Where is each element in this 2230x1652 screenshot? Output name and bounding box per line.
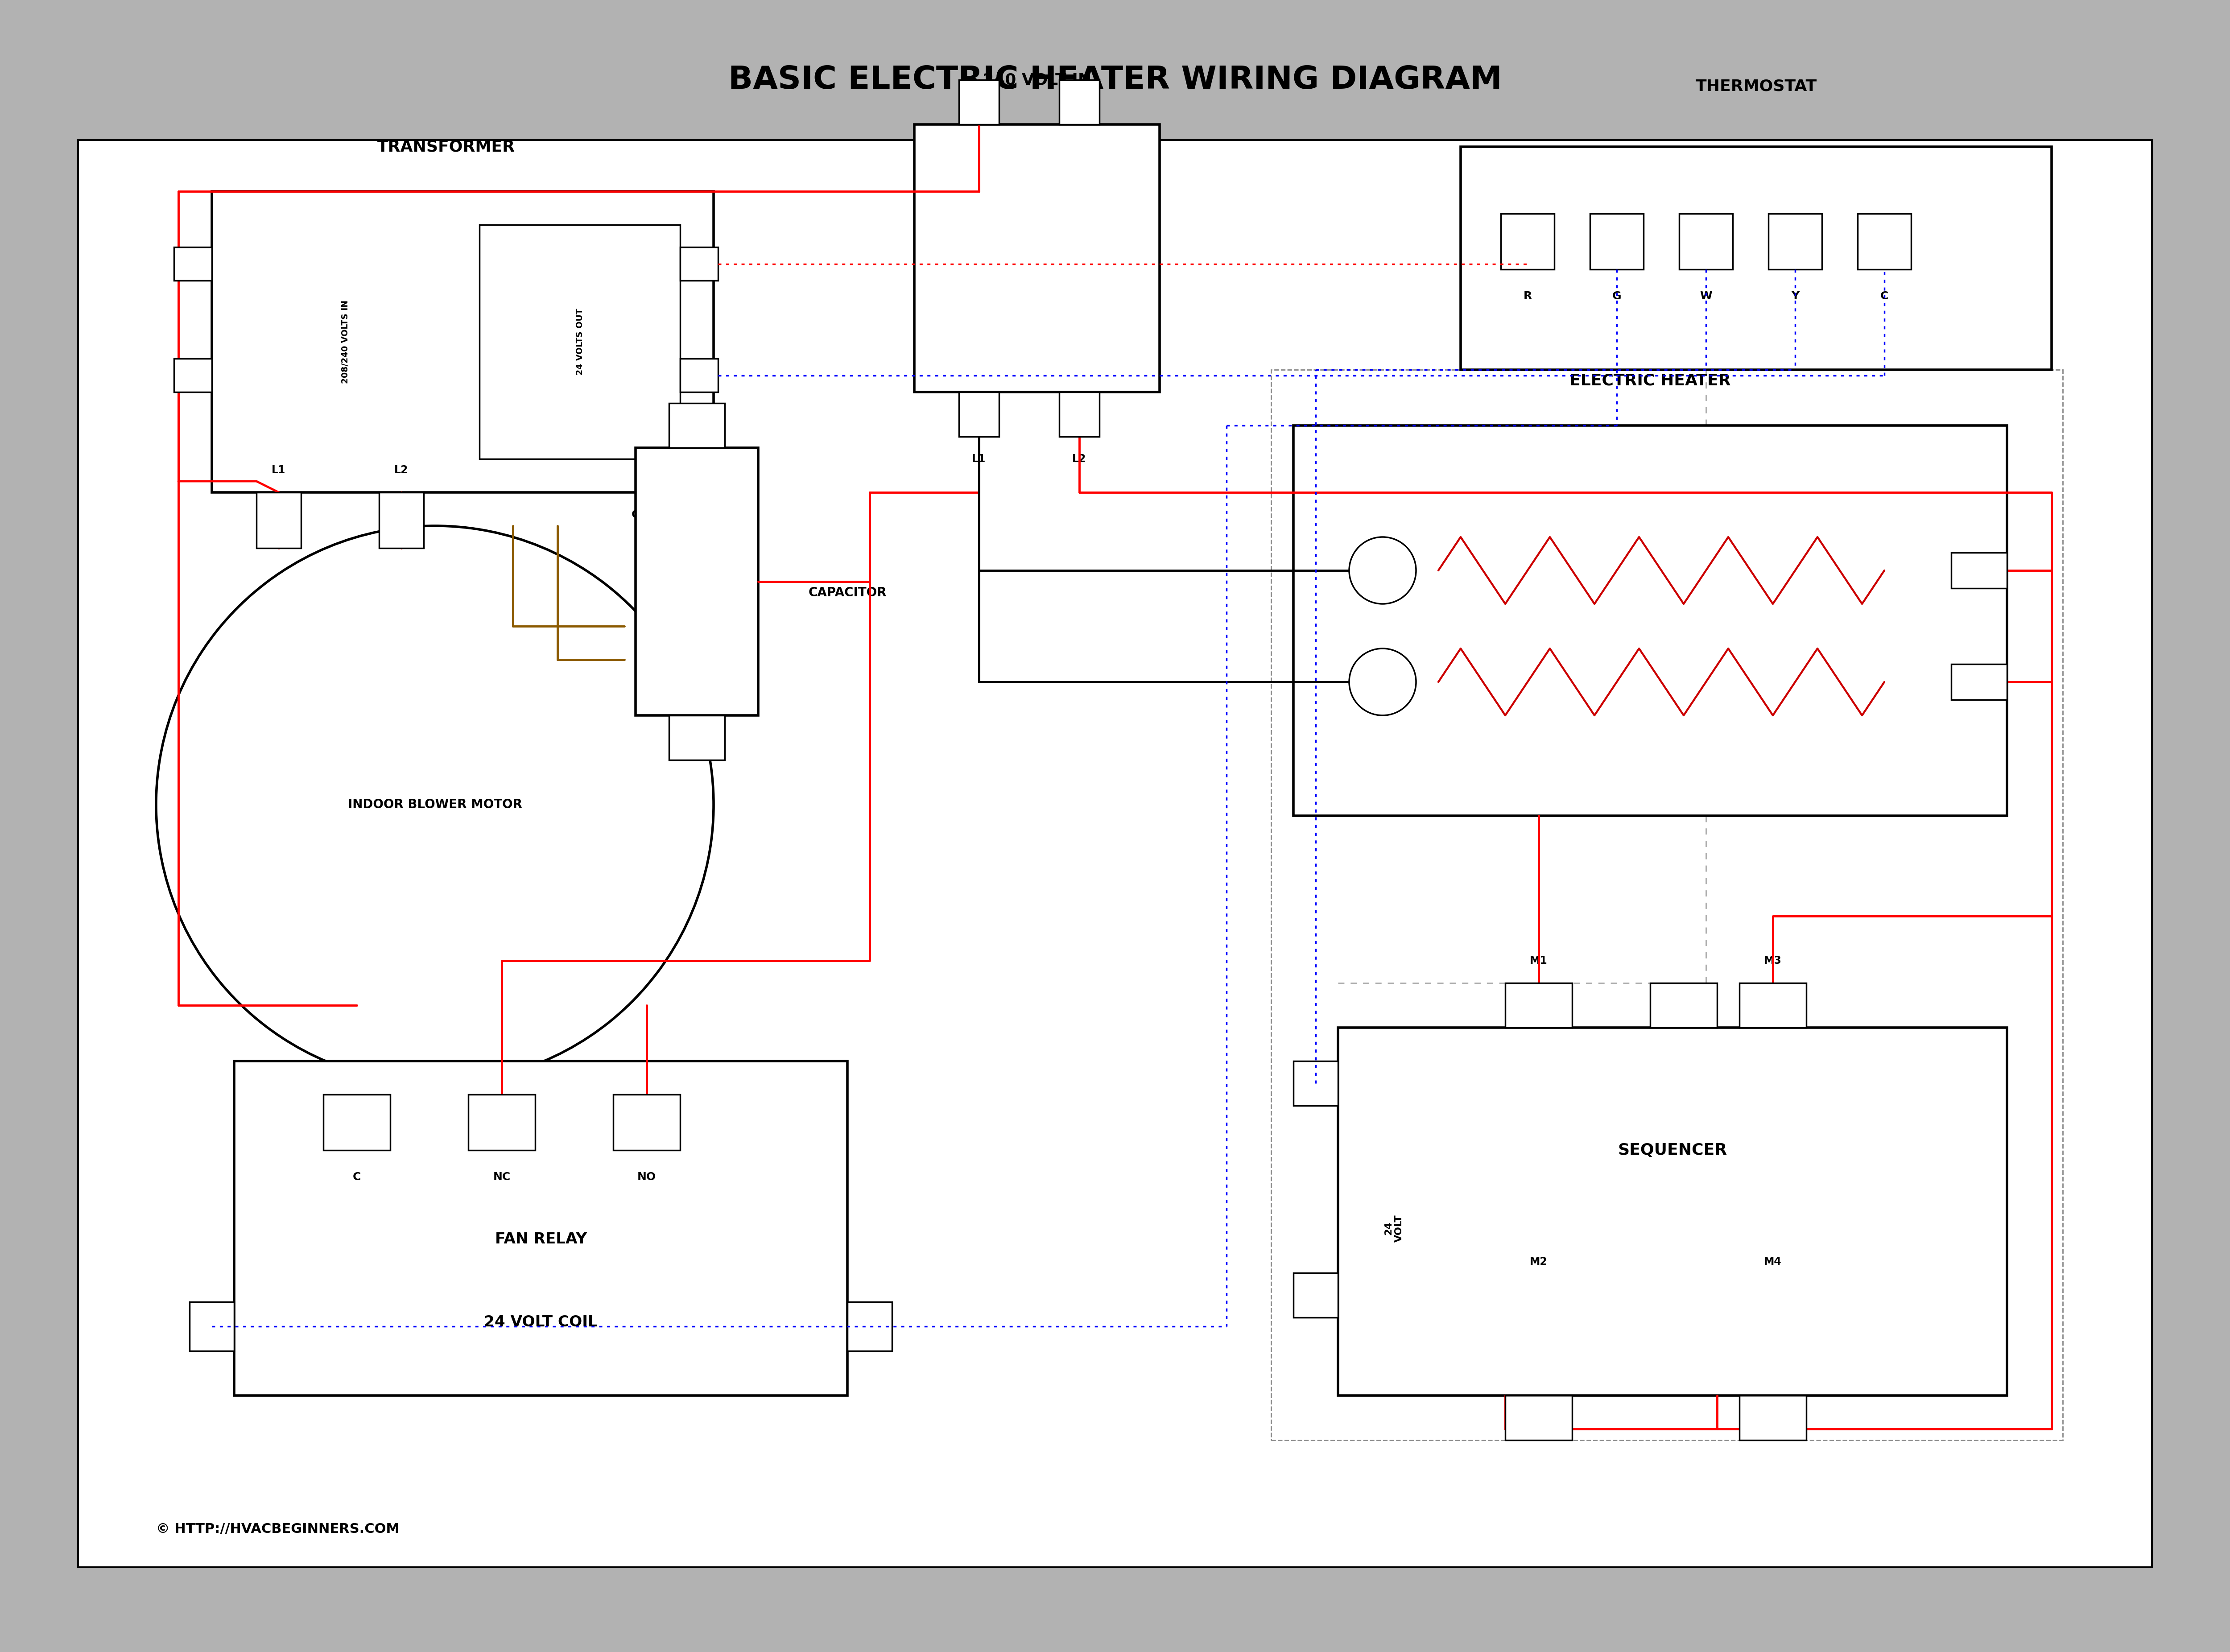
Circle shape xyxy=(156,525,714,1084)
Bar xyxy=(1059,79,1099,124)
Bar xyxy=(1338,1028,2007,1396)
Bar xyxy=(914,124,1160,392)
Bar xyxy=(1590,213,1644,269)
Bar xyxy=(636,448,758,715)
Bar xyxy=(379,492,424,548)
Bar xyxy=(190,1302,234,1351)
Bar xyxy=(174,248,212,281)
Bar xyxy=(1461,147,2052,370)
Text: Y: Y xyxy=(1791,291,1800,302)
Bar xyxy=(1293,1274,1338,1318)
Text: ELECTRIC HEATER: ELECTRIC HEATER xyxy=(1570,373,1730,388)
Text: 208/240 VOLTS IN: 208/240 VOLTS IN xyxy=(341,301,350,383)
Bar xyxy=(1951,553,2007,588)
Bar xyxy=(1293,1061,1338,1105)
Text: L2: L2 xyxy=(1073,454,1086,464)
Text: 24 VOLT COIL: 24 VOLT COIL xyxy=(484,1315,598,1330)
Text: FAN RELAY: FAN RELAY xyxy=(495,1232,586,1247)
Bar xyxy=(1271,370,2063,1441)
Text: M1: M1 xyxy=(1530,955,1548,966)
Bar xyxy=(256,492,301,548)
Bar xyxy=(1858,213,1911,269)
Circle shape xyxy=(1349,649,1416,715)
Bar xyxy=(234,1061,847,1396)
Text: 240 VOLT IN: 240 VOLT IN xyxy=(983,73,1090,88)
Bar xyxy=(468,1095,535,1150)
Text: L2: L2 xyxy=(395,464,408,476)
Bar xyxy=(680,248,718,281)
Bar xyxy=(1768,213,1822,269)
Text: 24
VOLT: 24 VOLT xyxy=(1385,1214,1403,1242)
Bar xyxy=(959,79,999,124)
Text: 24 VOLTS OUT: 24 VOLTS OUT xyxy=(575,309,584,375)
Bar xyxy=(1505,983,1572,1028)
Bar xyxy=(1650,983,1717,1028)
Text: M3: M3 xyxy=(1764,955,1782,966)
Text: NC: NC xyxy=(493,1171,511,1183)
Text: © HTTP://HVACBEGINNERS.COM: © HTTP://HVACBEGINNERS.COM xyxy=(156,1523,399,1536)
Text: R: R xyxy=(1523,291,1532,302)
Bar xyxy=(1059,392,1099,436)
Text: M4: M4 xyxy=(1764,1257,1782,1267)
Text: TRANSFORMER: TRANSFORMER xyxy=(377,139,515,154)
Text: L1: L1 xyxy=(972,454,986,464)
Bar xyxy=(1739,1396,1806,1441)
Text: G: G xyxy=(1612,291,1621,302)
Bar xyxy=(613,1095,680,1150)
Bar xyxy=(479,225,680,459)
Text: THERMOSTAT: THERMOSTAT xyxy=(1695,79,1817,94)
Text: SEQUENCER: SEQUENCER xyxy=(1617,1143,1728,1158)
Text: NO: NO xyxy=(638,1171,656,1183)
Bar xyxy=(1739,983,1806,1028)
Bar xyxy=(669,715,725,760)
Text: BASIC ELECTRIC HEATER WIRING DIAGRAM: BASIC ELECTRIC HEATER WIRING DIAGRAM xyxy=(729,64,1501,96)
Bar xyxy=(1505,1396,1572,1441)
Text: C: C xyxy=(631,509,640,520)
Text: CAPACITOR: CAPACITOR xyxy=(807,586,888,600)
Bar xyxy=(212,192,714,492)
Bar xyxy=(669,403,725,448)
Bar xyxy=(1293,426,2007,816)
Bar xyxy=(1461,147,2052,370)
Text: W: W xyxy=(1699,291,1713,302)
Circle shape xyxy=(1349,537,1416,605)
Bar xyxy=(680,358,718,392)
Text: C: C xyxy=(1880,291,1889,302)
Text: L1: L1 xyxy=(272,464,285,476)
Bar xyxy=(174,358,212,392)
Bar xyxy=(847,1302,892,1351)
Bar xyxy=(78,140,2152,1568)
Text: INDOOR BLOWER MOTOR: INDOOR BLOWER MOTOR xyxy=(348,798,522,811)
Bar xyxy=(1951,664,2007,700)
Bar xyxy=(1501,213,1554,269)
Bar xyxy=(959,392,999,436)
Bar xyxy=(1679,213,1733,269)
Text: C: C xyxy=(352,1171,361,1183)
Text: M2: M2 xyxy=(1530,1257,1548,1267)
Bar xyxy=(323,1095,390,1150)
